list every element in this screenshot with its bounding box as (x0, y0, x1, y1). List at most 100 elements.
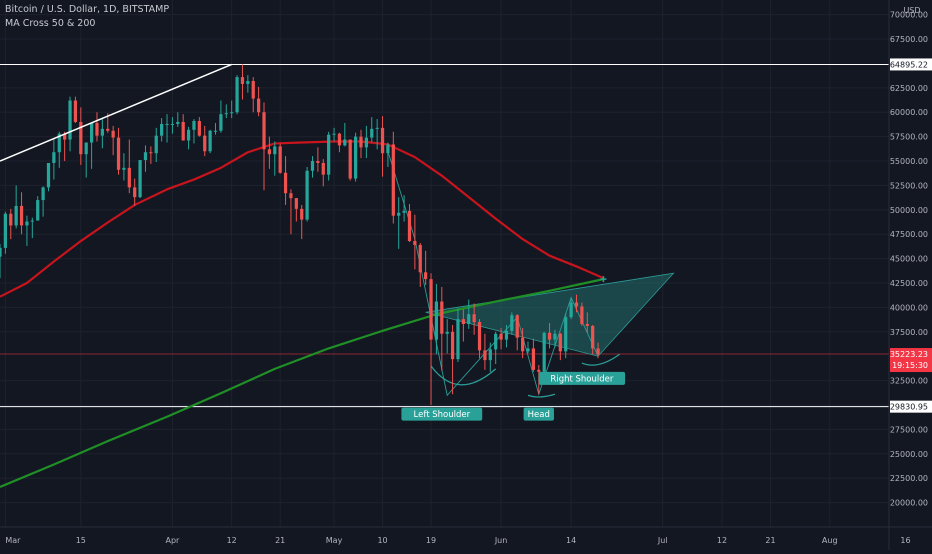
candle-body[interactable] (186, 129, 191, 141)
candle-body[interactable] (181, 121, 185, 141)
candle-body[interactable] (197, 121, 201, 136)
candle-body[interactable] (3, 213, 8, 248)
candle-body[interactable] (30, 220, 34, 222)
candle-body[interactable] (165, 123, 169, 125)
candle-body[interactable] (235, 77, 239, 113)
candle-body[interactable] (160, 123, 164, 136)
candle-body[interactable] (450, 331, 455, 360)
candle-body[interactable] (413, 241, 417, 245)
candle-body[interactable] (348, 139, 352, 179)
candle-body[interactable] (370, 128, 374, 138)
candle-body[interactable] (63, 133, 67, 140)
candle-body[interactable] (494, 333, 498, 350)
candle-body[interactable] (154, 135, 158, 154)
candle-body[interactable] (52, 152, 56, 163)
candle-body[interactable] (547, 332, 552, 340)
candle-body[interactable] (515, 315, 519, 338)
candle-body[interactable] (591, 325, 595, 349)
candle-body[interactable] (100, 128, 104, 136)
candle-body[interactable] (267, 149, 272, 155)
candle-body[interactable] (332, 133, 336, 135)
candle-body[interactable] (84, 142, 88, 155)
candle-body[interactable] (122, 167, 126, 170)
candle-body[interactable] (537, 369, 541, 372)
candle-body[interactable] (316, 161, 320, 163)
candle-body[interactable] (127, 167, 131, 188)
candle-body[interactable] (73, 100, 78, 122)
candle-body[interactable] (46, 162, 51, 188)
candle-body[interactable] (262, 112, 266, 150)
candle-body[interactable] (79, 121, 83, 155)
candle-body[interactable] (380, 127, 385, 154)
candle-body[interactable] (477, 322, 482, 351)
candle-body[interactable] (300, 208, 304, 220)
candle-body[interactable] (472, 314, 476, 323)
candle-body[interactable] (467, 314, 471, 325)
candle-body[interactable] (305, 170, 309, 220)
candle-body[interactable] (580, 306, 584, 325)
candle-body[interactable] (278, 146, 282, 173)
candle-body[interactable] (0, 247, 2, 257)
candle-body[interactable] (456, 319, 460, 360)
time-axis[interactable]: Mar 15 Apr 12 21 May 10 19 Jun 14 Jul 12 21 Aug 16 (0, 526, 932, 545)
candle-body[interactable] (499, 333, 503, 340)
candle-body[interactable] (213, 130, 218, 132)
candle-body[interactable] (343, 139, 347, 146)
candle-body[interactable] (25, 221, 29, 226)
candle-body[interactable] (273, 146, 277, 155)
candle-body[interactable] (111, 130, 115, 138)
candle-body[interactable] (564, 317, 568, 352)
candle-body[interactable] (424, 272, 428, 280)
candle-body[interactable] (359, 136, 363, 148)
candle-body[interactable] (542, 332, 546, 372)
candle-body[interactable] (321, 162, 325, 175)
candle-body[interactable] (391, 144, 395, 216)
candle-body[interactable] (521, 337, 525, 352)
candle-body[interactable] (116, 137, 121, 170)
candle-body[interactable] (353, 136, 358, 179)
candles[interactable] (0, 64, 600, 406)
candle-body[interactable] (251, 81, 255, 99)
candle-body[interactable] (504, 330, 509, 340)
candle-body[interactable] (138, 160, 142, 198)
candle-body[interactable] (488, 349, 492, 361)
candle-body[interactable] (434, 301, 439, 340)
candle-body[interactable] (9, 213, 13, 226)
candle-body[interactable] (57, 133, 61, 153)
candle-body[interactable] (133, 187, 137, 198)
candle-body[interactable] (375, 127, 379, 129)
candle-body[interactable] (240, 77, 245, 84)
candle-body[interactable] (283, 172, 288, 194)
candle-body[interactable] (294, 198, 298, 209)
candle-body[interactable] (68, 100, 72, 140)
candle-body[interactable] (397, 212, 401, 216)
price-axis[interactable]: USD20000.0022500.0025000.0027500.0030000… (888, 0, 932, 550)
candle-body[interactable] (569, 302, 573, 318)
candle-body[interactable] (558, 333, 562, 352)
candle-body[interactable] (310, 161, 315, 171)
candle-body[interactable] (483, 350, 487, 361)
candle-body[interactable] (418, 244, 422, 273)
candle-body[interactable] (14, 205, 18, 226)
candle-body[interactable] (585, 324, 589, 326)
candle-body[interactable] (219, 114, 223, 131)
candle-body[interactable] (36, 200, 40, 221)
candle-body[interactable] (95, 122, 99, 136)
candle-body[interactable] (364, 137, 368, 148)
candle-body[interactable] (596, 348, 600, 355)
candle-body[interactable] (510, 315, 514, 331)
candle-body[interactable] (429, 279, 433, 340)
candle-body[interactable] (170, 123, 175, 125)
candle-body[interactable] (440, 301, 444, 334)
candle-body[interactable] (574, 302, 579, 307)
candle-body[interactable] (289, 193, 293, 199)
candle-body[interactable] (143, 152, 148, 161)
candle-body[interactable] (106, 128, 110, 131)
candle-body[interactable] (41, 187, 45, 201)
candle-body[interactable] (224, 113, 228, 115)
candle-body[interactable] (208, 130, 212, 152)
candle-body[interactable] (89, 122, 94, 143)
candle-body[interactable] (461, 319, 465, 325)
